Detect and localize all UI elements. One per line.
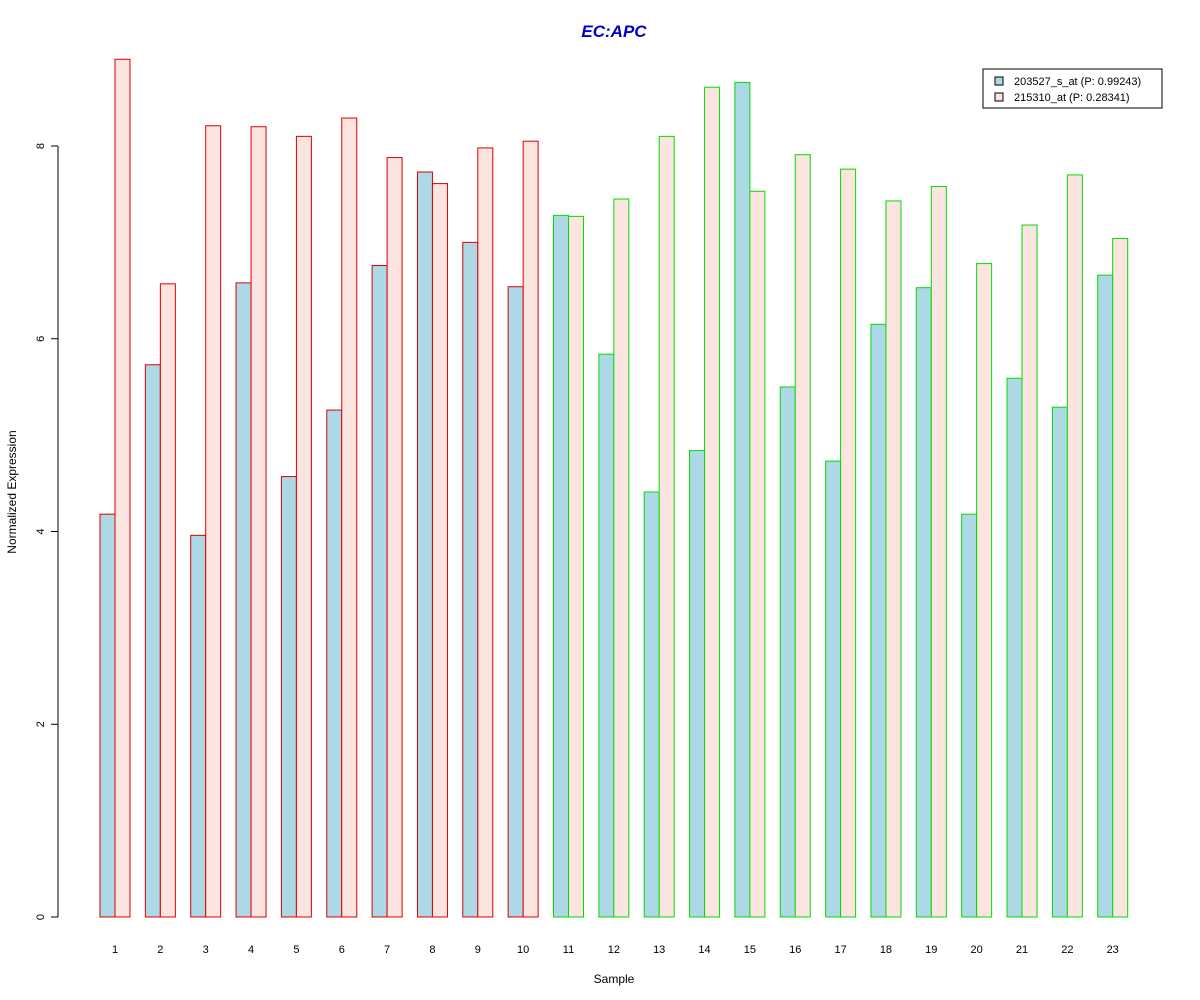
x-axis-tick-label: 15: [744, 944, 756, 956]
y-axis: 0 2 4 6 8: [35, 143, 59, 920]
bar-series-2-sample-13: [658, 135, 675, 918]
bar-series-2-sample-8: [431, 183, 448, 918]
bar-series-1-sample-12: [598, 353, 615, 918]
bar-series-2-sample-15: [749, 190, 766, 918]
bar-series-1-sample-17: [825, 460, 842, 918]
chart-title: EC:APC: [581, 22, 647, 41]
x-axis-tick-label: 12: [608, 944, 620, 956]
x-axis-tick-label: 11: [563, 944, 574, 956]
y-axis-tick-label: 6: [35, 336, 47, 342]
bar-series-1-sample-8: [416, 171, 433, 918]
x-axis-tick-label: 20: [971, 944, 983, 956]
legend: 203527_s_at (P: 0.99243) 215310_at (P: 0.…: [982, 68, 1163, 109]
bar-series-2-sample-11: [568, 215, 584, 918]
x-axis-tick-label: 9: [475, 944, 481, 956]
legend-label-2: 215310_at (P: 0.28341): [1014, 92, 1130, 104]
x-axis-tick-label: 13: [653, 944, 665, 956]
legend-swatch-2: [994, 92, 1004, 102]
bar-series-2-sample-17: [840, 168, 857, 918]
y-axis-label: Normalized Expression: [5, 430, 19, 553]
bar-series-2-sample-3: [205, 125, 222, 918]
bar-series-1-sample-9: [462, 241, 479, 918]
bar-series-2-sample-21: [1021, 224, 1038, 918]
x-axis-tick-label: 19: [925, 944, 937, 956]
bar-series-1-sample-13: [643, 491, 660, 918]
bar-series-2-sample-5: [295, 135, 312, 918]
bars: [99, 58, 1129, 918]
bar-series-1-sample-15: [734, 81, 751, 918]
bar-series-1-sample-6: [326, 409, 343, 918]
bar-series-2-sample-23: [1112, 238, 1129, 918]
y-axis-tick-label: 2: [35, 721, 47, 727]
x-axis-tick-label: 8: [429, 944, 435, 956]
y-axis-tick-label: 0: [35, 914, 47, 920]
bar-series-1-sample-2: [144, 364, 161, 918]
x-axis-tick-label: 14: [698, 944, 710, 956]
bar-series-1-sample-21: [1006, 377, 1023, 918]
x-axis-tick-label: 4: [248, 944, 254, 956]
bar-series-2-sample-20: [976, 263, 993, 918]
x-axis-tick-label: 10: [517, 944, 529, 956]
x-axis-tick-label: 17: [834, 944, 846, 956]
x-axis-tick-label: 21: [1016, 944, 1028, 956]
y-axis-tick-label: 4: [35, 528, 47, 534]
x-axis-tick-label: 6: [339, 944, 345, 956]
bar-series-2-sample-22: [1066, 174, 1083, 918]
bar-series-1-sample-3: [190, 534, 207, 918]
bar-series-2-sample-7: [386, 157, 403, 918]
x-axis-label: Sample: [594, 972, 635, 986]
bar-series-1-sample-10: [507, 286, 524, 918]
x-axis-tick-label: 22: [1061, 944, 1073, 956]
bar-series-1-sample-5: [280, 476, 297, 918]
bar-series-2-sample-1: [114, 58, 131, 918]
bar-series-2-sample-12: [613, 198, 630, 918]
bar-series-1-sample-16: [779, 386, 796, 918]
bar-series-1-sample-1: [99, 513, 116, 918]
x-axis-tick-labels: 1 2 3 4 5 6 7 8 9 10 11 12 13 14 15 16 17 18 19 20 21 22 23: [112, 944, 1119, 956]
bar-series-2-sample-2: [159, 283, 176, 918]
x-axis-tick-label: 7: [384, 944, 390, 956]
x-axis-tick-label: 2: [157, 944, 163, 956]
y-axis-tick-label: 8: [35, 143, 47, 149]
bar-series-1-sample-23: [1097, 274, 1114, 918]
x-axis-tick-label: 1: [112, 944, 118, 956]
bar-series-2-sample-9: [477, 147, 494, 918]
bar-series-2-sample-16: [794, 154, 811, 918]
bar-series-1-sample-20: [961, 513, 978, 918]
bar-series-2-sample-4: [250, 126, 267, 918]
bar-series-1-sample-11: [553, 214, 569, 918]
bar-series-2-sample-19: [930, 185, 947, 918]
x-axis-tick-label: 23: [1107, 944, 1119, 956]
bar-series-1-sample-22: [1051, 406, 1068, 918]
legend-box: [982, 68, 1163, 109]
legend-label-1: 203527_s_at (P: 0.99243): [1014, 76, 1141, 88]
x-axis-tick-label: 5: [293, 944, 299, 956]
bar-series-1-sample-14: [689, 450, 706, 918]
x-axis-tick-label: 16: [789, 944, 801, 956]
bar-series-2-sample-10: [522, 140, 539, 918]
x-axis-tick-label: 3: [203, 944, 209, 956]
bar-series-1-sample-19: [915, 287, 932, 918]
bar-series-1-sample-7: [371, 265, 388, 918]
bar-series-2-sample-6: [341, 117, 358, 918]
bar-series-2-sample-14: [704, 86, 721, 918]
bar-series-1-sample-18: [870, 323, 887, 918]
legend-swatch-1: [994, 76, 1004, 86]
bar-series-2-sample-18: [885, 200, 902, 918]
x-axis-tick-label: 18: [880, 944, 892, 956]
bar-series-1-sample-4: [235, 282, 252, 918]
